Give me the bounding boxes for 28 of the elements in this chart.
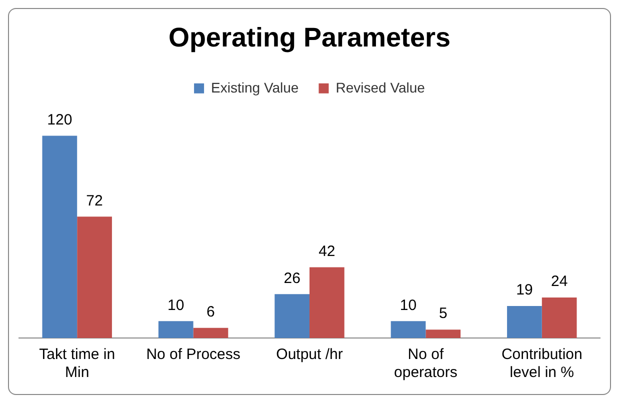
data-label: 26 bbox=[284, 270, 300, 287]
bar bbox=[507, 306, 542, 338]
data-label: 5 bbox=[438, 305, 448, 322]
bar bbox=[158, 321, 194, 338]
data-label: 120 bbox=[47, 111, 72, 128]
bar bbox=[390, 321, 426, 338]
legend-label: Existing Value bbox=[211, 79, 299, 96]
x-tick-label: Takt time in Min bbox=[39, 346, 116, 382]
x-tick-label: Contribution level in % bbox=[501, 346, 582, 382]
bar bbox=[193, 328, 228, 338]
data-label: 24 bbox=[550, 273, 568, 290]
bar bbox=[542, 298, 577, 338]
bar bbox=[426, 330, 461, 338]
data-label: 42 bbox=[318, 242, 336, 260]
x-tick-label: No of Process bbox=[146, 346, 240, 364]
bar bbox=[274, 294, 310, 338]
bar bbox=[310, 267, 344, 338]
data-label: 10 bbox=[168, 296, 184, 314]
x-tick-label: Output /hr bbox=[276, 346, 343, 364]
data-label: 72 bbox=[86, 192, 103, 210]
legend-label: Revised Value bbox=[336, 79, 426, 96]
bar bbox=[42, 136, 78, 338]
x-tick-label: No of operators bbox=[394, 346, 458, 382]
chart-title: Operating Parameters bbox=[168, 22, 451, 53]
bar bbox=[77, 216, 112, 338]
data-label: 6 bbox=[206, 304, 215, 321]
data-label: 19 bbox=[516, 282, 533, 299]
data-label: 10 bbox=[400, 296, 417, 314]
